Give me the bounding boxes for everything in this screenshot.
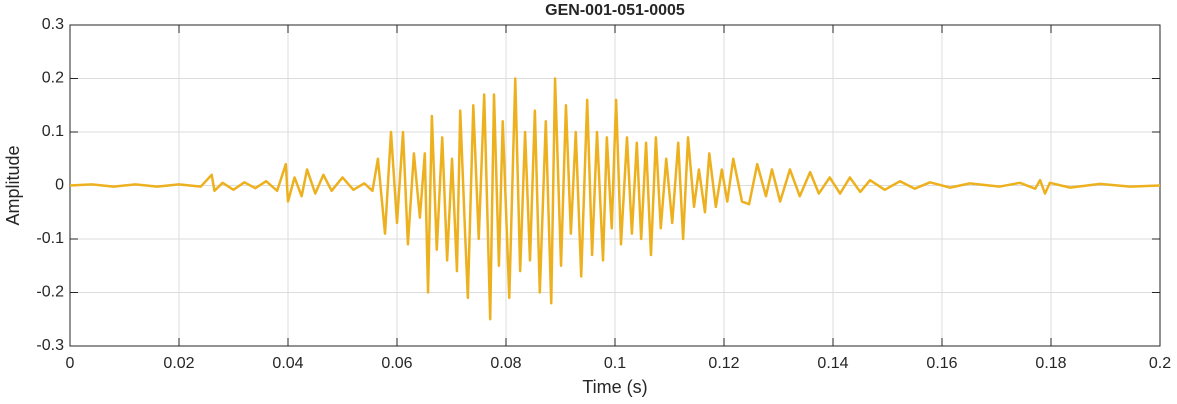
x-tick-label: 0.18 [1035,355,1066,372]
y-tick-label: -0.2 [36,284,64,301]
waveform-line [69,77,1161,321]
x-tick-label: 0.14 [817,355,848,372]
x-tick-label: 0 [66,355,75,372]
x-tick-label: 0.06 [381,355,412,372]
x-tick-label: 0.08 [490,355,521,372]
y-axis-label: Amplitude [3,145,23,225]
x-tick-label: 0.04 [272,355,303,372]
chart-title: GEN-001-051-0005 [545,2,685,19]
y-tick-label: -0.3 [36,337,64,354]
y-tick-label: 0.2 [42,70,64,87]
x-tick-label: 0.12 [708,355,739,372]
x-axis-label: Time (s) [582,377,647,397]
y-tick-label: -0.1 [36,230,64,247]
y-tick-label: 0 [55,177,64,194]
y-tick-label: 0.3 [42,16,64,33]
x-tick-label: 0.16 [926,355,957,372]
x-tick-label: 0.2 [1149,355,1171,372]
x-tick-label: 0.02 [163,355,194,372]
x-tick-label: 0.1 [604,355,626,372]
y-tick-label: 0.1 [42,123,64,140]
